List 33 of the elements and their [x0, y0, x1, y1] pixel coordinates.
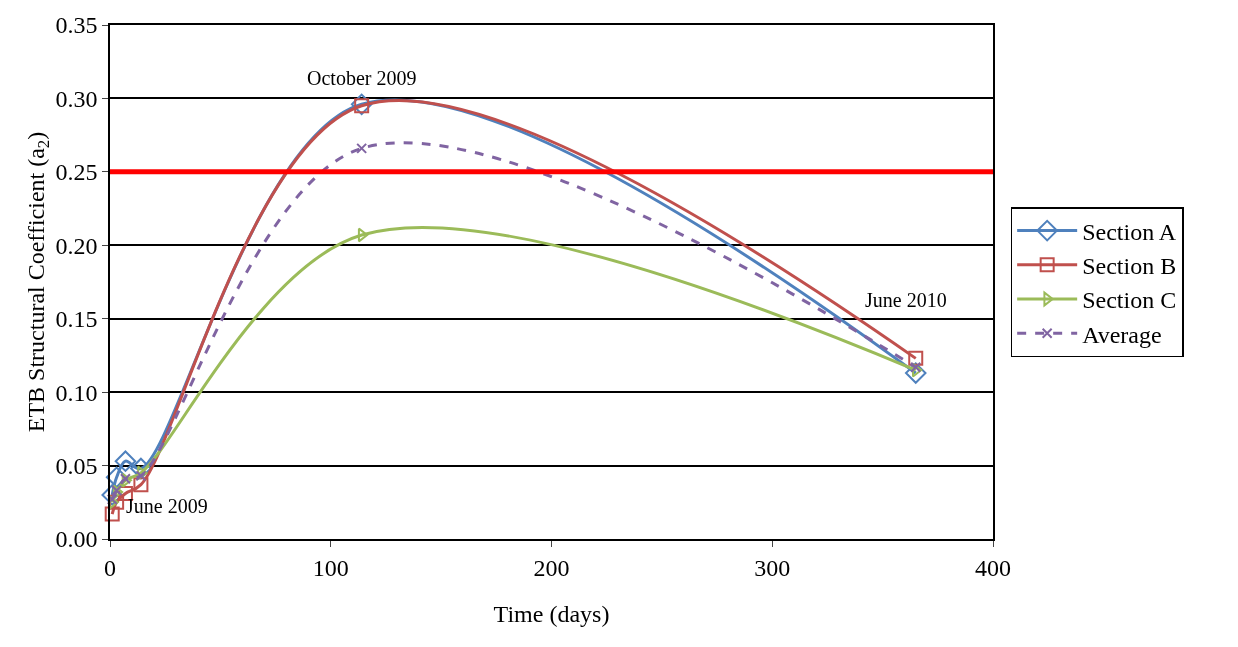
legend-label: Section B — [1082, 253, 1177, 280]
annotation: October 2009 — [307, 67, 417, 89]
legend-label: Average — [1082, 321, 1162, 348]
y-tick-label: 0.30 — [55, 85, 98, 112]
x-tick-label: 400 — [975, 554, 1011, 581]
legend-label: Section C — [1082, 287, 1177, 314]
y-tick-label: 0.25 — [55, 159, 98, 186]
point — [350, 93, 373, 116]
point — [357, 227, 369, 243]
x-axis-title: Time (days) — [493, 600, 610, 627]
point — [104, 506, 120, 522]
y-tick-label: 0.05 — [55, 452, 98, 479]
y-tick-label: 0.35 — [55, 12, 98, 39]
point — [356, 142, 368, 154]
point — [910, 361, 922, 373]
x-tick-label: 200 — [533, 554, 570, 581]
annotation: June 2009 — [126, 495, 208, 517]
point — [908, 350, 924, 366]
x-tick-label: 300 — [754, 554, 791, 581]
y-tick-label: 0.15 — [55, 306, 98, 333]
legend-label: Section A — [1082, 218, 1177, 245]
annotation: June 2010 — [865, 289, 947, 311]
x-tick-label: 0 — [104, 554, 116, 581]
point — [117, 485, 133, 501]
point — [135, 470, 147, 482]
y-tick-label: 0.00 — [55, 526, 98, 553]
x-tick-label: 100 — [312, 554, 349, 581]
point — [114, 450, 137, 472]
point — [133, 477, 149, 493]
point — [130, 457, 152, 480]
y-tick-label: 0.10 — [55, 379, 98, 406]
y-tick-label: 0.20 — [55, 232, 98, 259]
point — [904, 362, 927, 384]
